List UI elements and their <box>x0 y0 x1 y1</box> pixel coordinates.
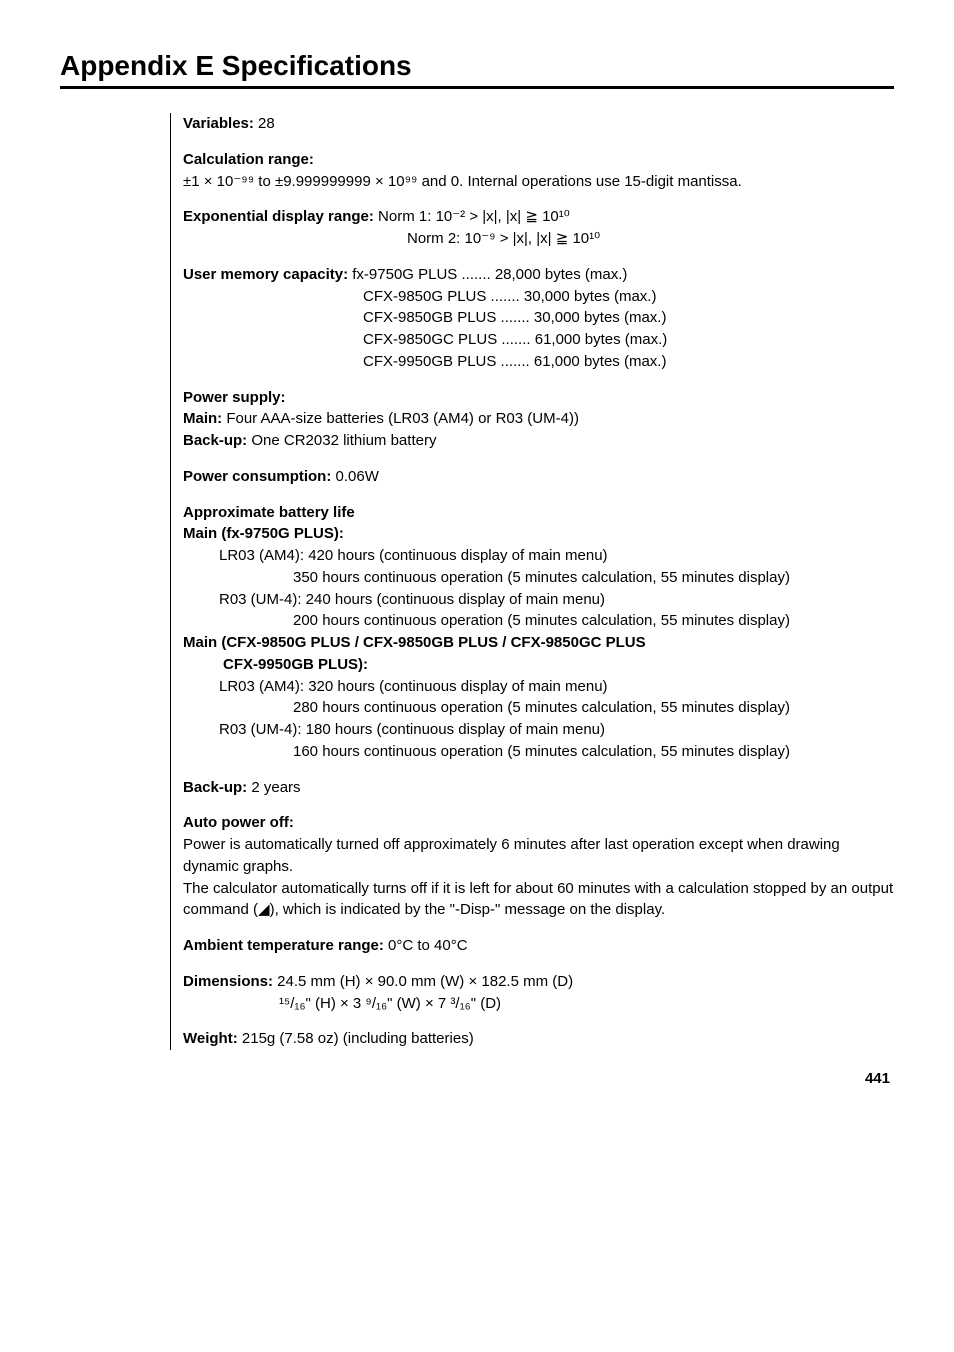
backup-text: One CR2032 lithium battery <box>247 432 436 449</box>
power-supply-block: Power supply: Main: Four AAA-size batter… <box>183 387 894 452</box>
power-cons-block: Power consumption: 0.06W <box>183 466 894 488</box>
dim-text: 24.5 mm (H) × 90.0 mm (W) × 182.5 mm (D) <box>273 973 573 990</box>
exp-norm1: Norm 1: 10⁻² > |x|, |x| ≧ 10¹⁰ <box>374 208 570 225</box>
backup2-label: Back-up: <box>183 779 247 796</box>
main-text: Four AAA-size batteries (LR03 (AM4) or R… <box>222 410 579 427</box>
r03-a1: R03 (UM-4): 240 hours (continuous displa… <box>219 589 894 611</box>
main-cfx-label: Main (CFX-9850G PLUS / CFX-9850GB PLUS /… <box>183 632 894 676</box>
page-number: 441 <box>60 1070 890 1087</box>
lr03-b2: 280 hours continuous operation (5 minute… <box>293 697 894 719</box>
r03-b1: R03 (UM-4): 180 hours (continuous displa… <box>219 719 894 741</box>
triangle-icon: ◢ <box>258 899 270 921</box>
exp-norm2: Norm 2: 10⁻⁹ > |x|, |x| ≧ 10¹⁰ <box>407 228 894 250</box>
main-label: Main: <box>183 410 222 427</box>
mem-line4: CFX-9850GC PLUS ....... 61,000 bytes (ma… <box>363 329 894 351</box>
r03-b2: 160 hours continuous operation (5 minute… <box>293 741 894 763</box>
calc-range-label: Calculation range: <box>183 149 894 171</box>
mem-label: User memory capacity: <box>183 266 348 283</box>
auto-off-p1: Power is automatically turned off approx… <box>183 834 894 878</box>
mem-line1: fx-9750G PLUS ....... 28,000 bytes (max.… <box>348 266 627 283</box>
ambient-text: 0°C to 40°C <box>384 937 468 954</box>
backup2-text: 2 years <box>247 779 300 796</box>
power-cons-label: Power consumption: <box>183 468 331 485</box>
dim-label: Dimensions: <box>183 973 273 990</box>
batt-life-label: Approximate battery life <box>183 502 894 524</box>
weight-text: 215g (7.58 oz) (including batteries) <box>238 1030 474 1047</box>
mem-line2: CFX-9850G PLUS ....... 30,000 bytes (max… <box>363 286 894 308</box>
variables-label: Variables: <box>183 115 254 132</box>
auto-off-p2b: ), which is indicated by the "-Disp-" me… <box>270 901 666 918</box>
exp-label: Exponential display range: <box>183 208 374 225</box>
auto-off-label: Auto power off: <box>183 812 894 834</box>
backup-label: Back-up: <box>183 432 247 449</box>
lr03-a2: 350 hours continuous operation (5 minute… <box>293 567 894 589</box>
dim-text2: ¹⁵/₁₆" (H) × 3 ⁹/₁₆" (W) × 7 ³/₁₆" (D) <box>279 993 894 1015</box>
content-body: Variables: 28 Calculation range: ±1 × 10… <box>170 113 894 1050</box>
memory-block: User memory capacity: fx-9750G PLUS ....… <box>183 264 894 373</box>
calc-range-block: Calculation range: ±1 × 10⁻⁹⁹ to ±9.9999… <box>183 149 894 193</box>
auto-off-p2: The calculator automatically turns off i… <box>183 878 894 922</box>
r03-a2: 200 hours continuous operation (5 minute… <box>293 610 894 632</box>
power-supply-label: Power supply: <box>183 387 894 409</box>
ambient-label: Ambient temperature range: <box>183 937 384 954</box>
exp-range-block: Exponential display range: Norm 1: 10⁻² … <box>183 206 894 250</box>
calc-range-text: ±1 × 10⁻⁹⁹ to ±9.999999999 × 10⁹⁹ and 0.… <box>183 171 894 193</box>
page-title: Appendix E Specifications <box>60 50 894 82</box>
ambient-block: Ambient temperature range: 0°C to 40°C <box>183 935 894 957</box>
backup2-block: Back-up: 2 years <box>183 777 894 799</box>
battery-life-block: Approximate battery life Main (fx-9750G … <box>183 502 894 763</box>
variables-block: Variables: 28 <box>183 113 894 135</box>
variables-value: 28 <box>254 115 275 132</box>
main-9750-label: Main (fx-9750G PLUS): <box>183 523 894 545</box>
mem-line3: CFX-9850GB PLUS ....... 30,000 bytes (ma… <box>363 307 894 329</box>
weight-label: Weight: <box>183 1030 238 1047</box>
auto-off-block: Auto power off: Power is automatically t… <box>183 812 894 921</box>
lr03-b1: LR03 (AM4): 320 hours (continuous displa… <box>219 676 894 698</box>
dimensions-block: Dimensions: 24.5 mm (H) × 90.0 mm (W) × … <box>183 971 894 1015</box>
lr03-a1: LR03 (AM4): 420 hours (continuous displa… <box>219 545 894 567</box>
title-rule <box>60 86 894 89</box>
weight-block: Weight: 215g (7.58 oz) (including batter… <box>183 1028 894 1050</box>
mem-line5: CFX-9950GB PLUS ....... 61,000 bytes (ma… <box>363 351 894 373</box>
power-cons-text: 0.06W <box>331 468 379 485</box>
